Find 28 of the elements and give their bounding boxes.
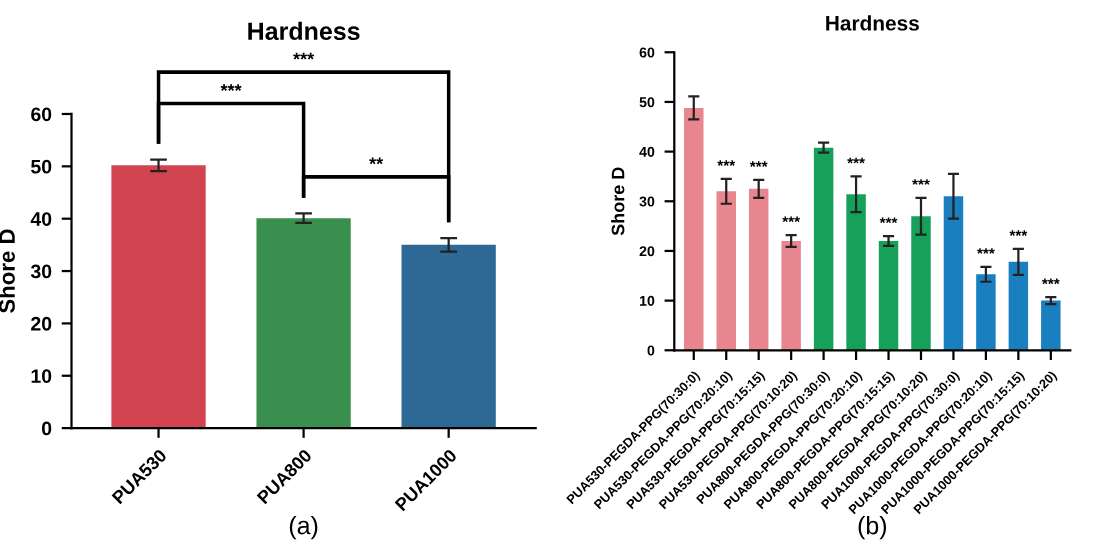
y-tick-label: 50 bbox=[31, 159, 52, 174]
bar bbox=[1041, 300, 1061, 351]
bar bbox=[716, 191, 736, 351]
bar bbox=[943, 196, 964, 351]
y-axis-title: Shore D bbox=[611, 167, 625, 236]
y-tick-label: 10 bbox=[31, 369, 52, 383]
chart-title: Hardness bbox=[826, 15, 919, 31]
bar bbox=[813, 147, 834, 351]
bar bbox=[781, 241, 801, 351]
y-tick-label: 30 bbox=[30, 264, 52, 279]
bar bbox=[684, 107, 704, 351]
text: *** bbox=[220, 84, 242, 91]
bar bbox=[846, 194, 866, 351]
bar bbox=[748, 188, 769, 351]
y-tick-label: 40 bbox=[30, 212, 52, 226]
annotation: ** bbox=[369, 157, 384, 165]
y-tick-label: 20 bbox=[31, 316, 52, 331]
text: (a) bbox=[289, 516, 318, 540]
chart-title: Hardness bbox=[248, 21, 360, 41]
bar bbox=[976, 274, 996, 351]
y-tick-label: 0 bbox=[42, 421, 52, 436]
bar bbox=[878, 241, 899, 351]
text: (b) bbox=[858, 516, 887, 540]
y-tick-label: 60 bbox=[31, 107, 52, 122]
bar bbox=[401, 244, 496, 429]
text: *** bbox=[293, 52, 315, 60]
bar bbox=[1008, 261, 1029, 351]
bar bbox=[911, 216, 931, 351]
